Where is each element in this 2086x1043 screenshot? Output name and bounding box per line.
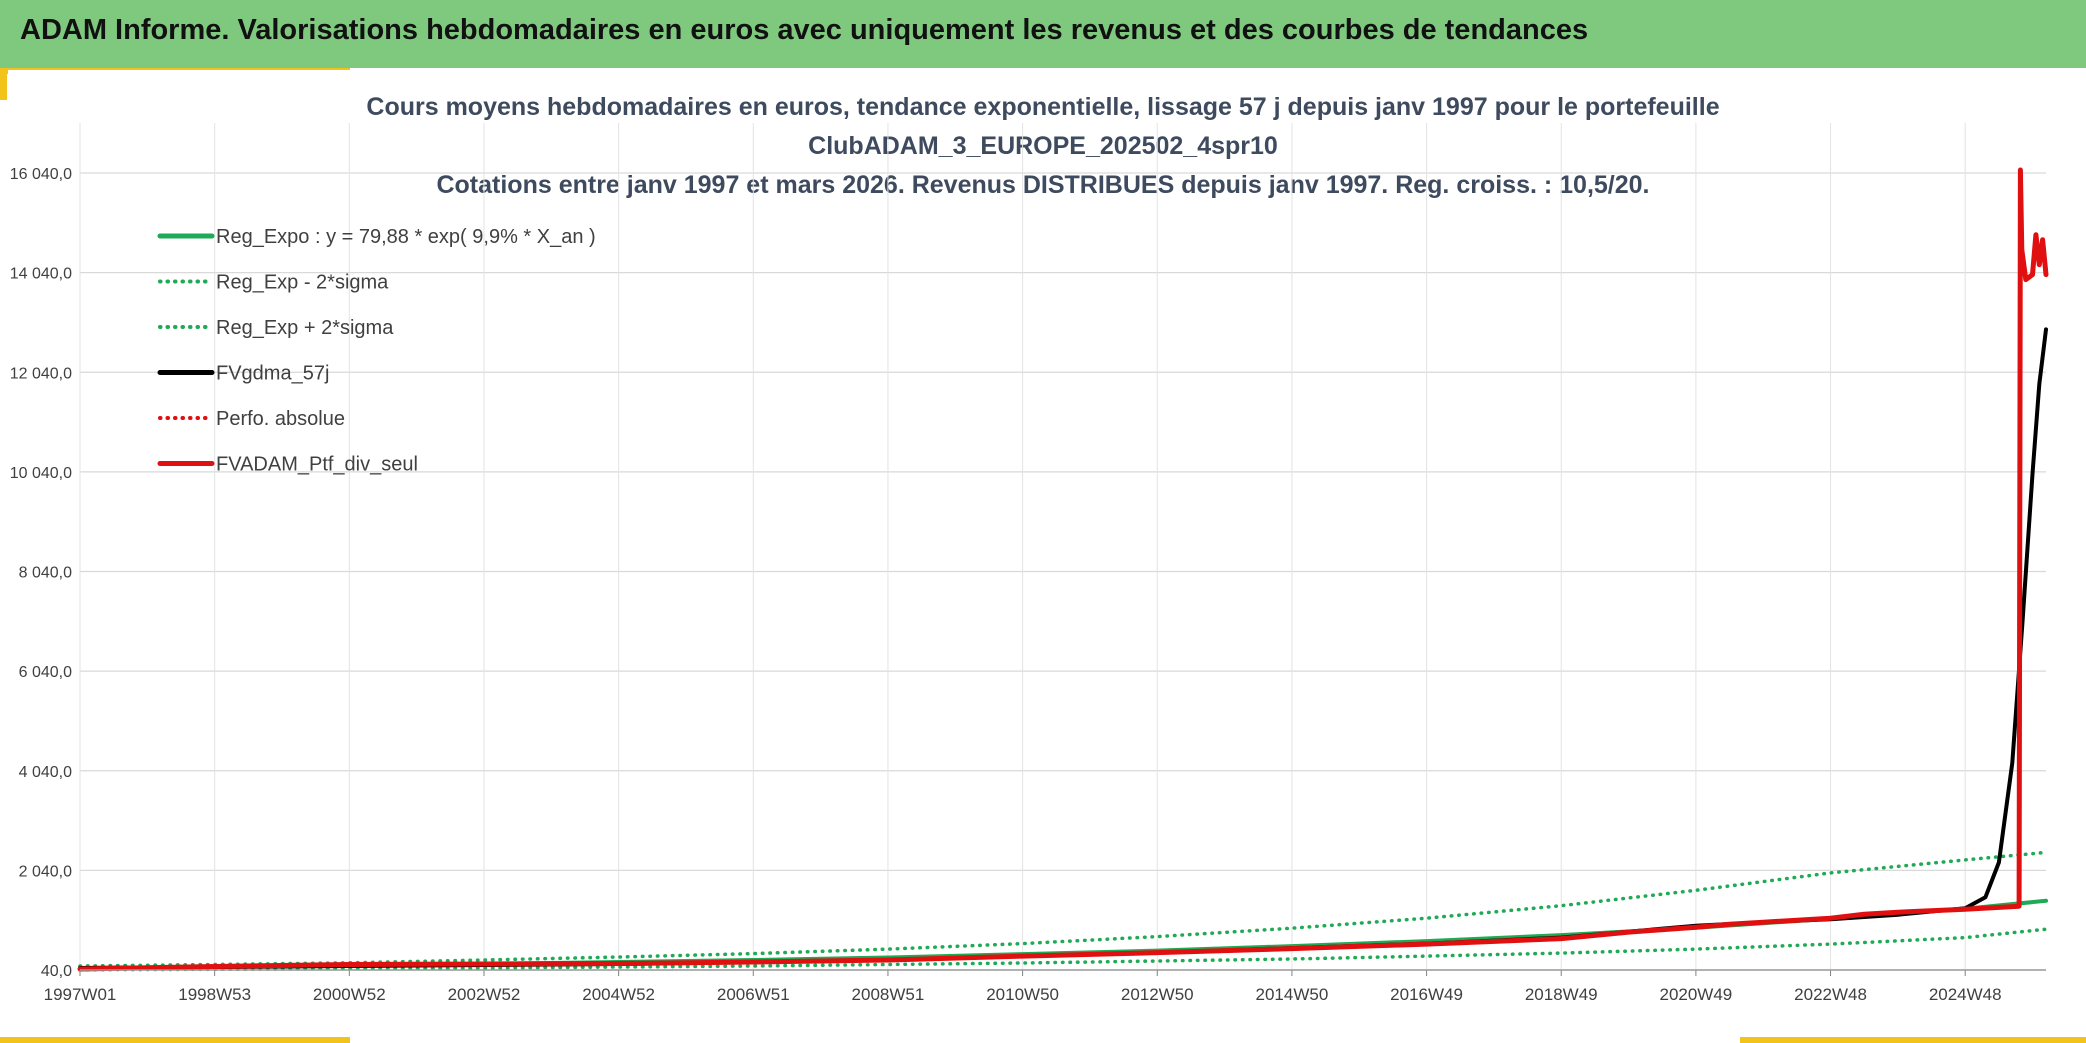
x-tick-label: 2022W48 [1794,985,1867,1004]
chart-area [8,70,2080,1036]
y-tick-label: 16 040,0 [10,166,72,183]
chart-title-line-2: ClubADAM_3_EUROPE_202502_4spr10 [808,132,1278,160]
y-tick-label: 4 040,0 [19,764,72,781]
legend-label: Reg_Expo : y = 79,88 * exp( 9,9% * X_an … [216,226,596,248]
x-tick-label: 2002W52 [448,985,521,1004]
y-tick-label: 40,0 [41,963,72,980]
series-line-3 [78,327,2048,970]
x-tick-label: 2014W50 [1256,985,1329,1004]
y-tick-label: 6 040,0 [19,664,72,681]
x-tick-label: 2018W49 [1525,985,1598,1004]
header-bar: ADAM Informe. Valorisations hebdomadaire… [0,0,2086,68]
x-tick-label: 1997W01 [44,985,117,1004]
y-tick-label: 8 040,0 [19,565,72,582]
legend-label: FVADAM_Ptf_div_seul [216,454,418,476]
y-tick-label: 2 040,0 [19,863,72,880]
x-tick-label: 2006W51 [717,985,790,1004]
legend-label: FVgdma_57j [216,363,329,385]
x-tick-label: 2004W52 [582,985,655,1004]
y-tick-label: 14 040,0 [10,266,72,283]
x-tick-label: 2000W52 [313,985,386,1004]
page-title: ADAM Informe. Valorisations hebdomadaire… [20,14,1589,46]
x-tick-label: 2012W50 [1121,985,1194,1004]
x-tick-label: 2016W49 [1390,985,1463,1004]
frame-bottom-left [0,1037,350,1043]
legend-label: Perfo. absolue [216,408,345,430]
x-tick-label: 2020W49 [1659,985,1732,1004]
x-tick-label: 2024W48 [1929,985,2002,1004]
chart-title-line-3: Cotations entre janv 1997 et mars 2026. … [436,171,1650,199]
legend-label: Reg_Exp + 2*sigma [216,317,394,339]
series-line-4 [77,167,2049,972]
x-tick-label: 1998W53 [178,985,251,1004]
legend-label: Reg_Exp - 2*sigma [216,272,389,294]
series-line-0 [78,898,2048,970]
series-line-1 [78,927,2048,972]
y-tick-label: 10 040,0 [10,465,72,482]
y-tick-label: 12 040,0 [10,365,72,382]
frame-bottom-right [1740,1037,2086,1043]
x-tick-label: 2010W50 [986,985,1059,1004]
frame-left [0,68,7,100]
series-line-2 [78,850,2048,968]
chart-title-line-1: Cours moyens hebdomadaires en euros, ten… [366,93,1720,121]
x-tick-label: 2008W51 [852,985,925,1004]
